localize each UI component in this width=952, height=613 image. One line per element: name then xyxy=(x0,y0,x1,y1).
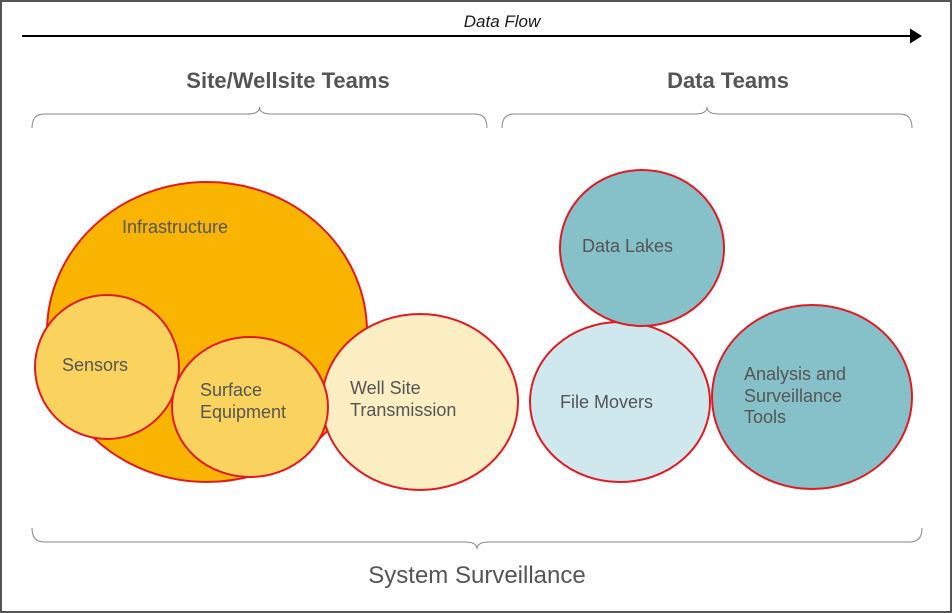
arrow-label: Data Flow xyxy=(442,12,562,32)
bubble-label-sensors: Sensors xyxy=(62,355,152,377)
bubble-label-infrastructure: Infrastructure xyxy=(122,217,302,239)
header-site-teams: Site/Wellsite Teams xyxy=(158,68,418,94)
bubble-label-surface-equipment: Surface Equipment xyxy=(200,380,310,423)
bubble-label-data-lakes: Data Lakes xyxy=(582,236,702,258)
bubble-label-well-site-transmission: Well Site Transmission xyxy=(350,378,490,421)
diagram-frame: Data Flow Site/Wellsite Teams Data Teams In… xyxy=(0,0,952,613)
footer-label: System Surveillance xyxy=(337,562,617,591)
bubble-label-file-movers: File Movers xyxy=(560,392,680,414)
header-data-teams: Data Teams xyxy=(638,68,818,94)
bubble-label-analysis-surveillance-tools: Analysis and Surveillance Tools xyxy=(744,364,884,429)
